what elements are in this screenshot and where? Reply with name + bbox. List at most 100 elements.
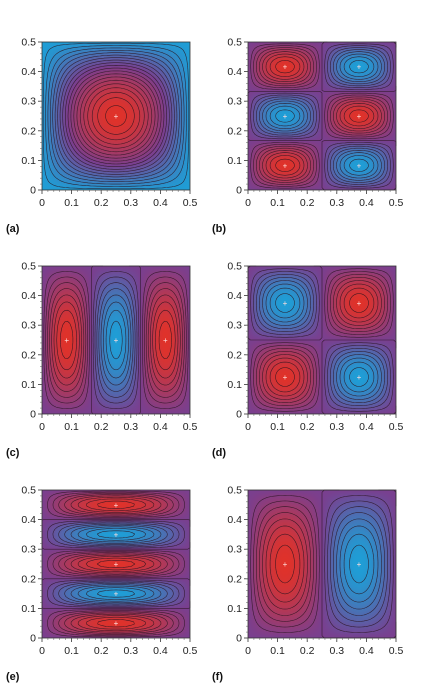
contour-line (265, 53, 379, 179)
antinode-marker: + (283, 112, 288, 121)
x-tick-label: 0.5 (183, 421, 198, 433)
contour-line (52, 491, 180, 637)
x-tick-label: 0.2 (94, 421, 109, 433)
contour-line (79, 79, 153, 153)
contour-line (269, 56, 375, 176)
y-tick-label: 0 (30, 185, 36, 197)
contour-line (103, 301, 129, 379)
contour-line (265, 283, 379, 397)
panel-label: (a) (6, 223, 20, 235)
y-tick-label: 0.4 (227, 514, 242, 526)
contour-line (54, 54, 178, 178)
x-tick-label: 0.2 (94, 645, 109, 657)
x-tick-label: 0.5 (389, 197, 404, 209)
contour-line (52, 521, 180, 607)
y-tick-label: 0 (236, 633, 242, 645)
x-tick-label: 0.3 (123, 197, 138, 209)
x-tick-label: 0.2 (300, 421, 315, 433)
x-tick-label: 0.4 (153, 645, 168, 657)
contour-line (109, 320, 123, 360)
antinode-marker: + (114, 336, 119, 345)
x-tick-label: 0.4 (359, 197, 374, 209)
contour-line (50, 50, 182, 182)
contour-line (105, 105, 127, 127)
contour-line (349, 544, 369, 584)
contour-line (275, 293, 369, 387)
contour-line (253, 271, 391, 409)
x-tick-label: 0.1 (64, 645, 79, 657)
x-tick-label: 0 (39, 645, 45, 657)
contour-line (256, 506, 314, 622)
plot-frame (41, 489, 191, 639)
contour-line (262, 280, 382, 400)
contour-line (265, 283, 379, 397)
y-tick-label: 0.4 (227, 290, 242, 302)
contour-line (47, 47, 185, 185)
antinode-marker: + (114, 112, 119, 121)
panel-label: (d) (212, 447, 226, 459)
contour-line (336, 518, 382, 610)
y-tick-label: 0.5 (21, 261, 36, 273)
contour-line (58, 493, 174, 635)
y-tick-label: 0.4 (227, 66, 242, 78)
contour-line (64, 523, 168, 605)
panel-label: (e) (6, 671, 20, 683)
contour-line (96, 500, 136, 628)
antinode-marker: + (283, 560, 288, 569)
y-tick-label: 0.1 (21, 155, 36, 167)
contour-line (42, 42, 190, 190)
x-tick-label: 0.3 (329, 197, 344, 209)
contour-line (58, 522, 174, 606)
panel-a: +00 0.1 0.1 0.2 0.2 0.3 0.3 0.4 0.4 0.5 0.5 (a) (6, 37, 197, 236)
contour-line (98, 288, 134, 392)
plot-frame (247, 489, 397, 639)
x-tick-label: 0.3 (123, 421, 138, 433)
y-tick-label: 0.3 (21, 320, 36, 332)
contour-line (256, 47, 388, 185)
contour-line (250, 268, 394, 412)
heatmap-raster (42, 266, 190, 414)
y-tick-label: 0.3 (21, 96, 36, 108)
panel-label: (f) (212, 671, 223, 683)
contour-line (256, 274, 388, 406)
antinode-marker: + (114, 560, 119, 569)
x-tick-label: 0.1 (64, 421, 79, 433)
contour-line (94, 276, 138, 404)
antinode-marker: + (114, 619, 119, 628)
plot-frame (247, 265, 397, 415)
contour-line (253, 271, 391, 409)
x-tick-label: 0.4 (359, 421, 374, 433)
antinode-marker: + (357, 373, 362, 382)
contour-line (85, 498, 147, 630)
contour-line (45, 45, 187, 187)
contour-line (73, 73, 159, 159)
y-tick-label: 0.4 (21, 514, 36, 526)
plot-frame (247, 41, 397, 191)
contour-line (250, 43, 394, 189)
contour-line (333, 512, 385, 616)
y-tick-label: 0.1 (21, 603, 36, 615)
x-tick-label: 0.4 (359, 645, 374, 657)
y-tick-label: 0.2 (21, 349, 36, 361)
antinode-marker: + (357, 299, 362, 308)
contour-line (77, 496, 155, 632)
contour-line (250, 268, 394, 412)
y-tick-label: 0.2 (21, 125, 36, 137)
panel-label: (c) (6, 447, 20, 459)
contour-line (92, 271, 140, 409)
contour-line (253, 45, 391, 187)
antinode-marker: + (283, 373, 288, 382)
panel-c: + + +00 0.1 0.1 0.2 0.2 0.3 0.3 0.4 0.4 0.5 0.5 (c) (6, 261, 197, 460)
antinode-marker: + (283, 299, 288, 308)
contour-line (62, 62, 170, 170)
contour-line (324, 495, 394, 633)
contour-line (56, 309, 176, 371)
antinode-marker: + (114, 590, 119, 599)
plot-frame (41, 41, 191, 191)
x-tick-label: 0 (245, 645, 251, 657)
contour-line (343, 533, 375, 595)
contour-line (259, 277, 385, 403)
contour-line (259, 277, 385, 403)
contour-line (327, 500, 391, 628)
